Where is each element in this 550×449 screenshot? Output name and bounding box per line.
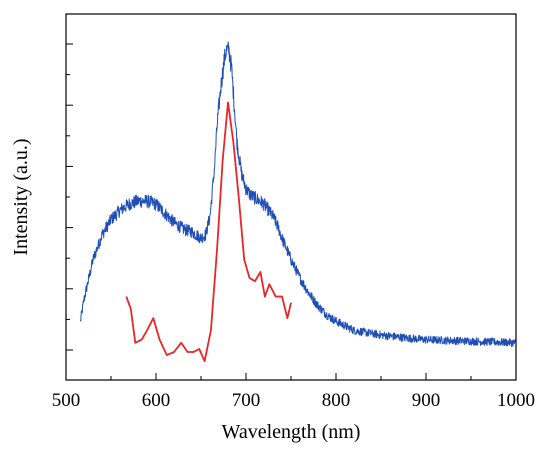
plot-area bbox=[79, 41, 517, 363]
x-tick-label: 500 bbox=[52, 390, 81, 411]
x-tick-label: 900 bbox=[412, 390, 441, 411]
x-tick-label: 800 bbox=[322, 390, 351, 411]
x-tick-label: 700 bbox=[232, 390, 261, 411]
x-tick-label: 600 bbox=[142, 390, 171, 411]
series-line-1 bbox=[79, 41, 517, 347]
y-axis-title: Intensity (a.u.) bbox=[10, 138, 32, 255]
x-axis-title: Wavelength (nm) bbox=[222, 421, 361, 443]
x-tick-label: 1000 bbox=[497, 390, 535, 411]
axes: 500 600 700 800 900 1000 bbox=[52, 13, 535, 411]
series-line-2 bbox=[125, 101, 292, 363]
